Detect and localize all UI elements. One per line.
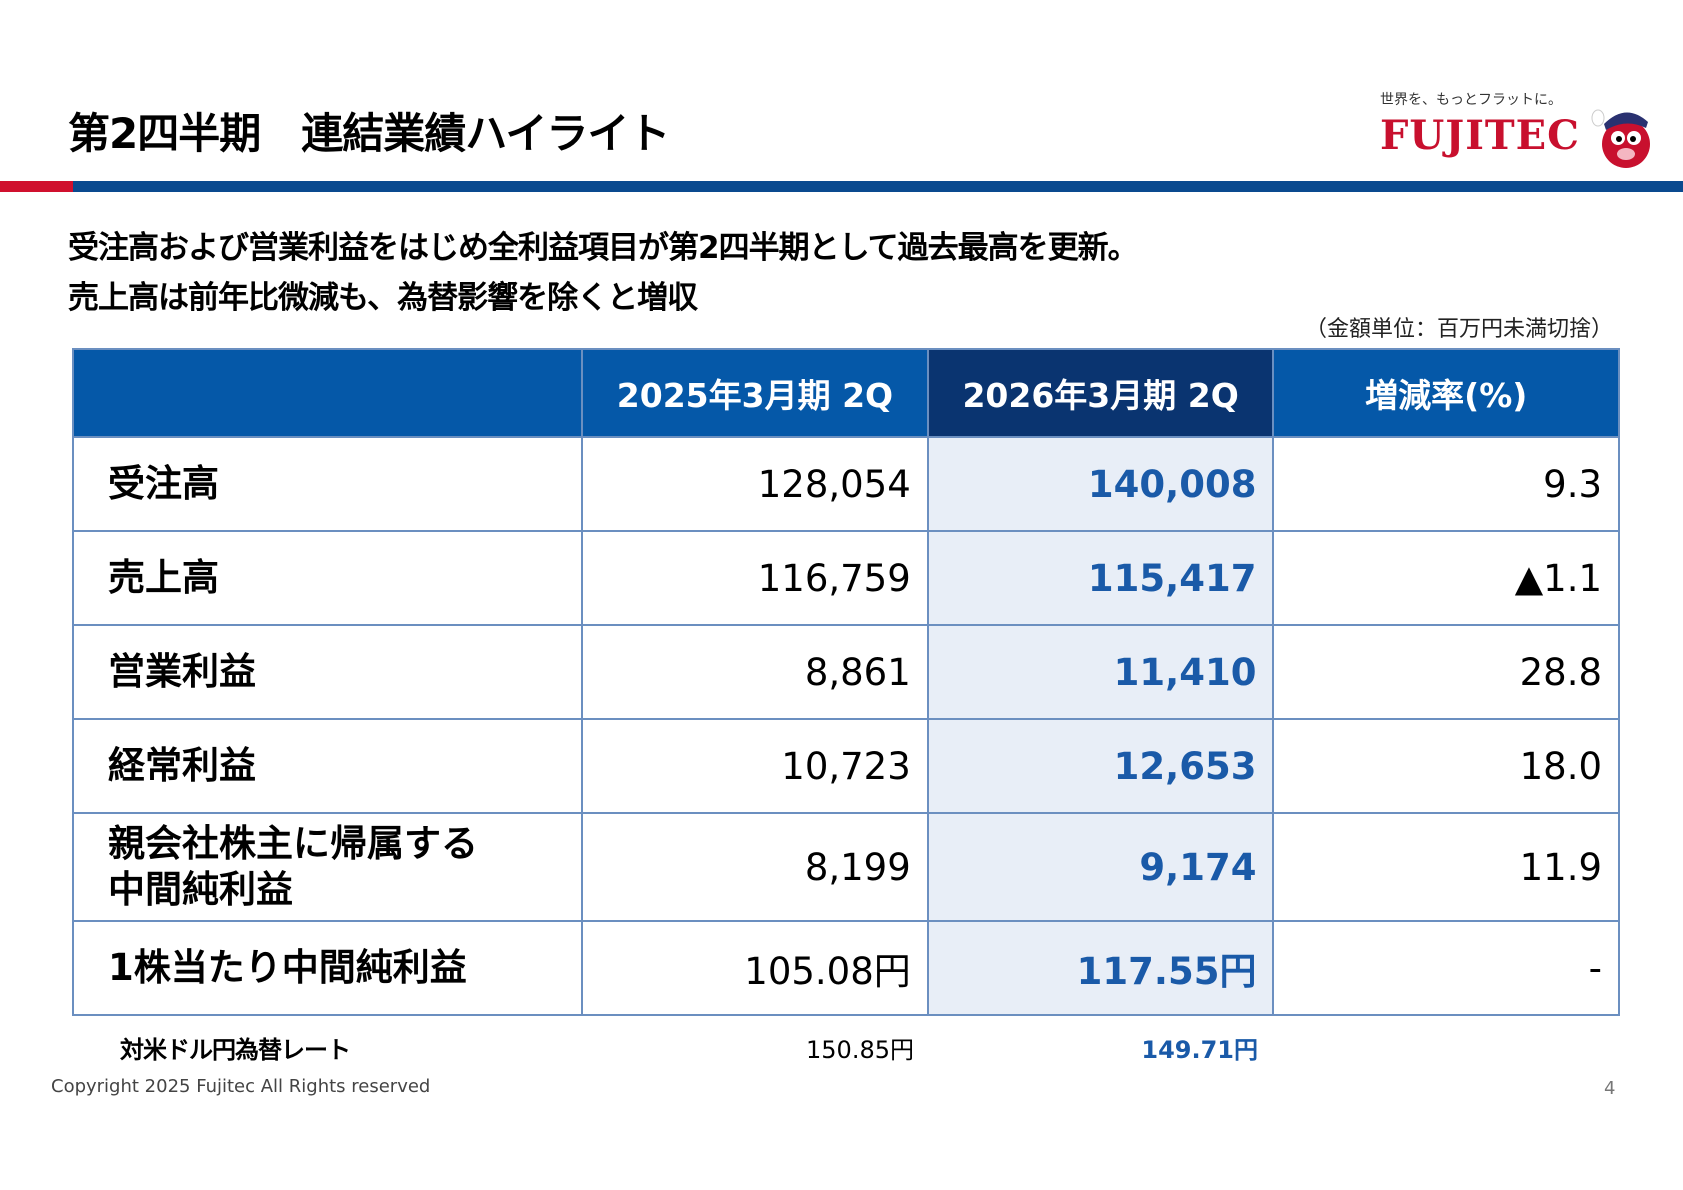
curr-value: 115,417 — [926, 530, 1275, 626]
prev-value: 128,054 — [581, 436, 929, 532]
row-label: 売上高 — [71, 530, 584, 626]
unit-note: （金額単位：百万円未満切捨） — [1304, 317, 1613, 342]
curr-value: 9,174 — [926, 812, 1275, 922]
row-label: 親会社株主に帰属する 中間純利益 — [71, 812, 584, 922]
mascot-icon — [1591, 109, 1650, 168]
header-prev-year: 2025年3月期 2Q — [581, 348, 929, 438]
curr-value: 12,653 — [926, 718, 1275, 814]
prev-value: 105.08円 — [581, 920, 929, 1016]
change-rate: 28.8 — [1272, 624, 1620, 720]
header-change-rate: 増減率(%) — [1272, 348, 1620, 438]
table-row: 経常利益 10,723 12,653 18.0 — [71, 718, 1620, 814]
summary-line-1: 受注高および営業利益をはじめ全利益項目が第2四半期として過去最高を更新。 — [68, 230, 1139, 266]
change-rate: ▲1.1 — [1272, 530, 1620, 626]
table-row: 売上高 116,759 115,417 ▲1.1 — [71, 530, 1620, 626]
prev-value: 8,199 — [581, 812, 929, 922]
copyright: Copyright 2025 Fujitec All Rights reserv… — [51, 1076, 431, 1097]
prev-value: 8,861 — [581, 624, 929, 720]
fx-rate-prev: 150.85円 — [806, 1036, 914, 1064]
change-rate: 9.3 — [1272, 436, 1620, 532]
header-blank — [71, 348, 584, 438]
table-row: 受注高 128,054 140,008 9.3 — [71, 436, 1620, 532]
table-row: 1株当たり中間純利益 105.08円 117.55円 - — [71, 920, 1620, 1016]
curr-value: 117.55円 — [926, 920, 1275, 1016]
header-curr-year: 2026年3月期 2Q — [926, 348, 1275, 438]
change-rate: 18.0 — [1272, 718, 1620, 814]
prev-value: 10,723 — [581, 718, 929, 814]
prev-value: 116,759 — [581, 530, 929, 626]
curr-value: 11,410 — [926, 624, 1275, 720]
header-stripe-red — [0, 181, 73, 192]
row-label: 経常利益 — [71, 718, 584, 814]
results-table: 2025年3月期 2Q 2026年3月期 2Q 増減率(%) 受注高 128,05… — [71, 348, 1620, 1016]
summary-line-2: 売上高は前年比微減も、為替影響を除くと増収 — [68, 280, 698, 316]
fx-rate-label: 対米ドル円為替レート — [120, 1036, 351, 1064]
row-label: 営業利益 — [71, 624, 584, 720]
fujitec-logo: FUJITEC — [1380, 112, 1581, 159]
table-row: 営業利益 8,861 11,410 28.8 — [71, 624, 1620, 720]
curr-value: 140,008 — [926, 436, 1275, 532]
change-rate: 11.9 — [1272, 812, 1620, 922]
page-number: 4 — [1604, 1078, 1616, 1099]
fx-rate-curr: 149.71円 — [1141, 1036, 1258, 1064]
table-row: 親会社株主に帰属する 中間純利益 8,199 9,174 11.9 — [71, 812, 1620, 922]
brand-tagline: 世界を、もっとフラットに。 — [1380, 92, 1562, 108]
header-stripe-blue — [73, 181, 1683, 192]
change-rate: - — [1272, 920, 1620, 1016]
row-label: 1株当たり中間純利益 — [71, 920, 584, 1016]
page-title: 第2四半期 連結業績ハイライト — [68, 109, 670, 158]
row-label: 受注高 — [71, 436, 584, 532]
